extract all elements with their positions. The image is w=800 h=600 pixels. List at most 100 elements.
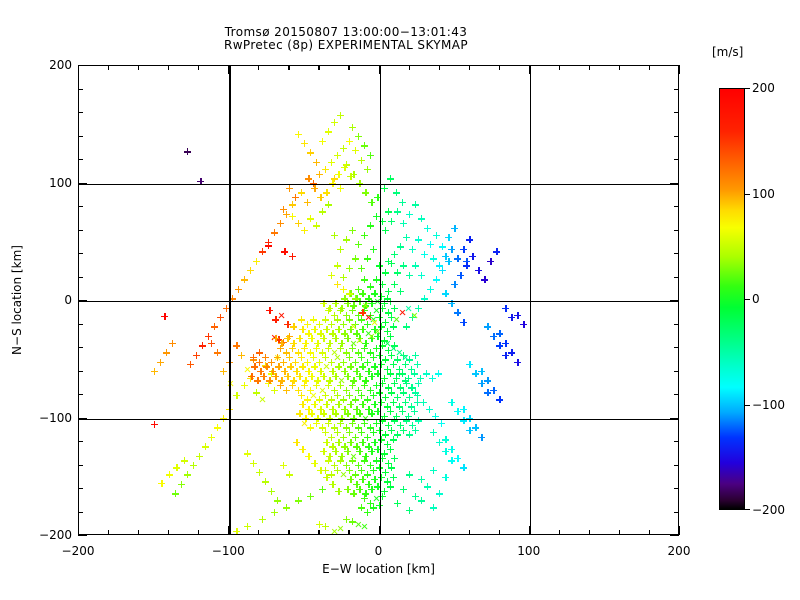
x-tick-major-top [78,65,80,74]
data-point [329,330,337,338]
data-point [391,281,399,289]
data-point [335,438,343,446]
data-point [448,445,456,453]
data-point [400,426,408,434]
data-point [487,257,495,265]
data-point [246,375,254,383]
data-point [376,262,383,270]
data-point [192,351,200,359]
data-point [359,363,367,371]
data-point [385,288,392,296]
data-point [299,363,307,371]
data-point [454,454,462,462]
data-point [451,281,459,289]
data-point [183,148,191,156]
data-point [400,262,408,270]
data-point [288,212,296,220]
data-point [311,400,319,408]
data-point [303,358,311,366]
x-tick-minor-top [198,65,200,70]
data-point [374,407,382,415]
x-tick-minor-top [138,65,140,70]
data-point [282,504,290,512]
data-point [267,487,275,495]
data-point [261,353,269,361]
data-point [391,250,399,258]
y-tick-minor [78,135,83,137]
data-point [385,422,392,430]
data-point [409,422,417,430]
data-point [481,276,489,284]
data-point [306,424,314,432]
data-point [442,252,450,260]
data-point [299,325,307,333]
data-point [342,236,350,244]
data-point [454,407,462,415]
data-point [335,325,343,333]
data-point [333,429,341,437]
data-point [296,335,304,343]
data-point [460,464,468,472]
data-point [291,194,299,202]
x-tick-minor [318,530,320,535]
data-point [407,403,415,411]
data-point [279,358,287,366]
data-point [324,201,332,209]
data-point [219,368,227,375]
data-point [279,205,287,213]
data-point [412,389,420,397]
data-point [278,312,285,319]
data-point [371,400,379,408]
data-point [332,447,340,455]
data-point [333,262,341,270]
data-point [374,332,382,340]
data-point [278,339,286,347]
data-point [369,466,377,474]
data-point [156,358,164,366]
data-point [294,386,302,394]
data-point [403,234,411,242]
x-tick-label: 100 [517,544,541,558]
data-point [382,393,389,401]
data-point [463,257,471,265]
data-point [228,295,236,303]
data-point [317,194,325,202]
data-point [279,462,287,469]
data-point [406,431,414,439]
data-point [392,189,400,197]
data-point [353,443,361,451]
data-point [382,269,389,277]
data-point [383,403,391,411]
data-point [406,506,414,514]
data-point [366,151,374,159]
title-line-1: Tromsø 20150807 13:00:00−13:01:43 [224,25,468,39]
data-point [496,342,504,350]
x-tick-major-top [528,65,530,74]
data-point [344,485,352,493]
data-point [345,290,353,298]
data-point [427,241,435,249]
data-point [437,419,445,427]
data-point [259,396,266,403]
y-tick-minor-right [674,441,679,443]
y-tick-minor [78,323,83,325]
data-point [282,210,290,218]
data-point [336,419,344,427]
data-point [288,252,296,260]
data-point [341,163,349,171]
data-point [225,405,233,413]
data-point [305,405,313,413]
data-point [386,370,394,378]
data-point [336,111,344,119]
x-tick-major [528,526,530,535]
data-point [394,431,402,439]
data-point [318,208,326,216]
data-point [324,128,332,136]
x-tick-major [378,526,380,535]
data-point [359,400,367,408]
data-point [348,382,356,390]
data-point [198,342,206,350]
data-point [315,321,323,328]
data-point [351,295,359,303]
data-point [326,339,334,347]
